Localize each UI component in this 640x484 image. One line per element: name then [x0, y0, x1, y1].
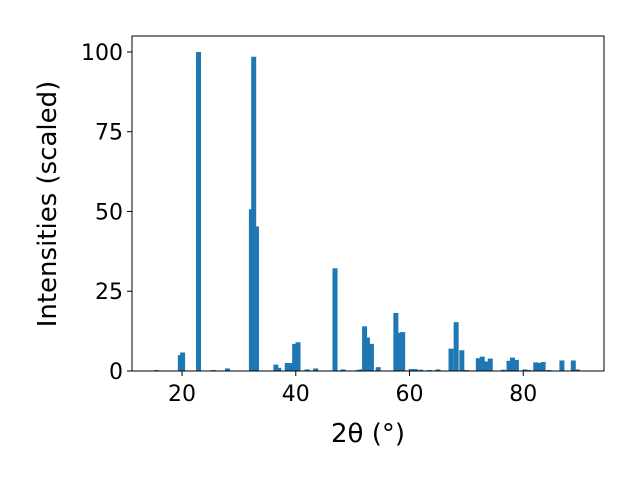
bar — [358, 369, 364, 371]
x-tick-label: 80 — [509, 382, 537, 407]
bar — [475, 358, 481, 371]
bar — [570, 360, 576, 371]
bar — [251, 56, 257, 371]
bar — [506, 360, 512, 371]
bar — [479, 356, 485, 371]
bar — [484, 361, 490, 371]
bar — [412, 369, 418, 371]
bar — [500, 369, 506, 371]
bar — [559, 360, 565, 371]
bar — [313, 368, 319, 371]
bar — [362, 326, 368, 371]
bar — [276, 367, 282, 371]
bar — [180, 352, 186, 371]
y-axis-label: Intensities (scaled) — [33, 81, 63, 328]
bar — [522, 369, 528, 371]
bar — [408, 369, 414, 371]
bar — [487, 358, 493, 371]
bar — [254, 226, 260, 371]
bar — [225, 368, 231, 371]
plot-frame — [131, 35, 605, 372]
bar — [332, 268, 338, 371]
bar — [459, 350, 465, 371]
x-tick-label: 20 — [168, 382, 196, 407]
y-tick-label: 25 — [95, 280, 123, 305]
bar — [364, 337, 370, 371]
bar — [540, 362, 546, 371]
bar — [536, 363, 542, 371]
x-tick-label: 40 — [282, 382, 310, 407]
x-axis-label: 2θ (°) — [331, 419, 405, 449]
y-tick-label: 100 — [81, 41, 123, 66]
bar — [509, 357, 515, 371]
bar — [340, 369, 346, 371]
bar — [397, 332, 403, 371]
bar — [393, 312, 399, 371]
bar — [453, 322, 459, 371]
bar — [533, 362, 539, 371]
bar — [284, 363, 290, 371]
bar — [368, 343, 374, 371]
bar — [304, 369, 310, 371]
bar — [435, 369, 441, 371]
x-tick-label: 60 — [396, 382, 424, 407]
bar — [292, 343, 298, 371]
y-tick-label: 0 — [109, 360, 123, 385]
bar — [273, 364, 279, 371]
bar — [287, 363, 293, 371]
bar — [574, 369, 580, 371]
y-tick-label: 75 — [95, 121, 123, 146]
y-tick-label: 50 — [95, 200, 123, 225]
bar — [196, 51, 202, 371]
bar — [400, 332, 406, 371]
bar — [375, 367, 381, 371]
bar — [513, 359, 519, 371]
bar — [418, 369, 424, 371]
bar — [448, 348, 454, 371]
bar — [295, 342, 301, 371]
